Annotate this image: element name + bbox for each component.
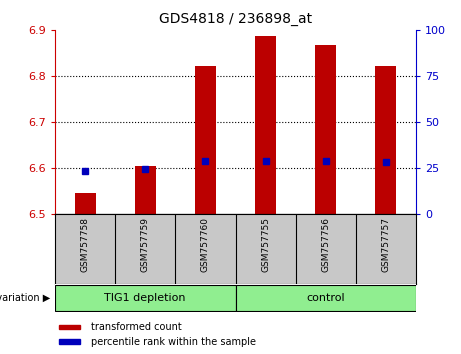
Text: TIG1 depletion: TIG1 depletion bbox=[105, 293, 186, 303]
Bar bbox=[55, 285, 236, 312]
Title: GDS4818 / 236898_at: GDS4818 / 236898_at bbox=[159, 12, 312, 26]
Bar bbox=[59, 339, 80, 344]
Bar bbox=[195, 66, 216, 214]
Bar bbox=[236, 285, 416, 312]
Bar bbox=[315, 45, 336, 214]
Text: transformed count: transformed count bbox=[91, 322, 182, 332]
Text: GSM757758: GSM757758 bbox=[81, 217, 89, 273]
Text: GSM757755: GSM757755 bbox=[261, 217, 270, 273]
Text: GSM757760: GSM757760 bbox=[201, 217, 210, 273]
Bar bbox=[75, 193, 95, 214]
Text: GSM757757: GSM757757 bbox=[381, 217, 390, 273]
Bar bbox=[375, 66, 396, 214]
Bar bbox=[135, 166, 156, 214]
Text: GSM757759: GSM757759 bbox=[141, 217, 150, 273]
Text: control: control bbox=[307, 293, 345, 303]
Text: genotype/variation ▶: genotype/variation ▶ bbox=[0, 293, 50, 303]
Text: GSM757756: GSM757756 bbox=[321, 217, 330, 273]
Text: percentile rank within the sample: percentile rank within the sample bbox=[91, 337, 256, 347]
Bar bbox=[255, 35, 276, 214]
Bar bbox=[59, 325, 80, 329]
